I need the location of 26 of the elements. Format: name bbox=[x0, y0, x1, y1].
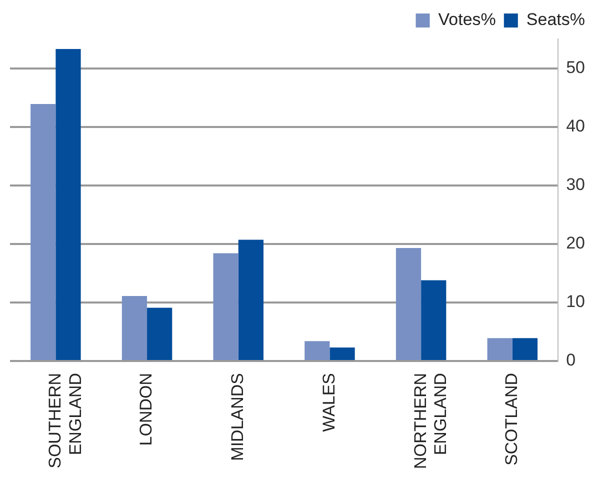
bar bbox=[56, 48, 81, 360]
y-tick-label: 50 bbox=[566, 58, 586, 77]
bar bbox=[421, 280, 446, 360]
bar bbox=[330, 348, 355, 360]
y-tick-label: 10 bbox=[566, 292, 586, 312]
bar bbox=[147, 308, 172, 360]
bar bbox=[213, 253, 238, 360]
x-tick-label: WALES bbox=[319, 372, 338, 432]
bar bbox=[304, 341, 330, 360]
x-tick-label: SOUTHERN ENGLAND bbox=[45, 372, 85, 468]
bar bbox=[238, 240, 264, 360]
y-tick-label: 30 bbox=[566, 175, 586, 194]
bar bbox=[122, 296, 148, 360]
x-tick-label: LONDON bbox=[136, 372, 156, 446]
bar bbox=[512, 338, 538, 360]
x-tick-label: NORTHERN ENGLAND bbox=[410, 372, 450, 470]
y-tick-label: 40 bbox=[566, 116, 586, 136]
bar bbox=[30, 104, 56, 360]
x-tick-label: SCOTLAND bbox=[502, 372, 522, 466]
bar bbox=[487, 338, 512, 360]
x-tick-label: MIDLANDS bbox=[228, 372, 248, 461]
legend-label: Seats% bbox=[526, 10, 586, 30]
y-tick-label: 0 bbox=[566, 350, 576, 370]
y-tick-label: 20 bbox=[566, 234, 586, 253]
bar bbox=[396, 248, 422, 360]
legend-label: Votes% bbox=[438, 10, 496, 30]
